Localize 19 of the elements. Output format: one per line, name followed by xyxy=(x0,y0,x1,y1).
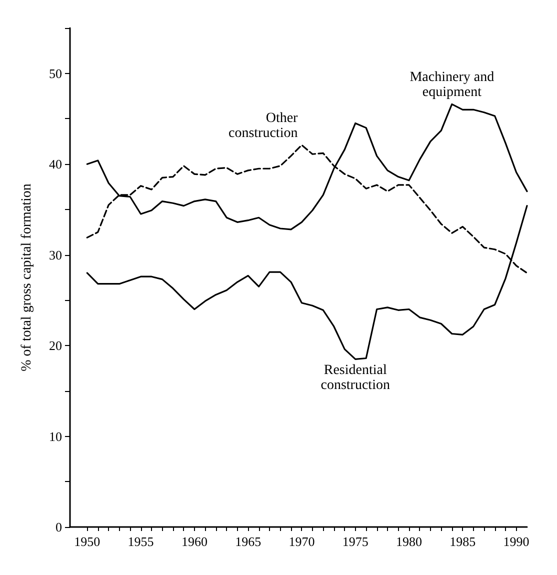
series-label: Residential construction xyxy=(320,363,390,394)
x-tick-label: 1965 xyxy=(235,534,262,549)
y-tick-label: 10 xyxy=(49,428,62,444)
series-label: Machinery and equipment xyxy=(410,70,494,100)
y-tick-label: 0 xyxy=(56,520,62,534)
y-tick-label: 40 xyxy=(49,156,62,172)
x-tick-label: 1960 xyxy=(181,534,208,549)
y-tick-label: 20 xyxy=(49,338,62,354)
x-tick-label: 1955 xyxy=(128,534,154,549)
y-tick-label: 50 xyxy=(49,66,62,81)
x-tick-label: 1980 xyxy=(396,534,422,549)
series-label: Other construction xyxy=(228,111,298,142)
x-tick-label: 1975 xyxy=(342,534,368,549)
y-tick-label: 30 xyxy=(49,247,62,262)
x-tick-label: 1950 xyxy=(74,534,100,549)
x-tick-label: 1970 xyxy=(288,534,315,549)
y-axis-title: % of total gross capital formation xyxy=(20,184,34,372)
x-tick-label: 1985 xyxy=(450,534,476,549)
x-tick-label: 1990 xyxy=(503,534,530,549)
